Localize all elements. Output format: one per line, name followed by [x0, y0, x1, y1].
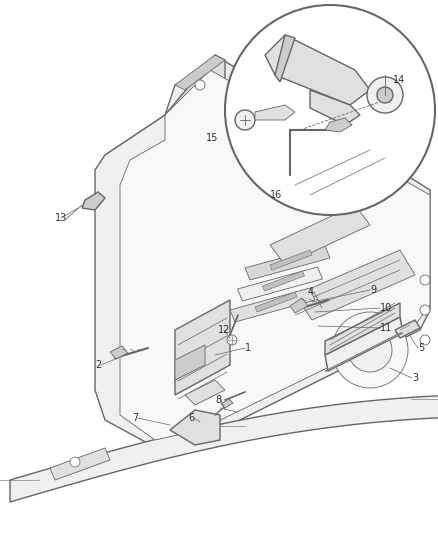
Polygon shape — [237, 267, 322, 301]
Polygon shape — [295, 250, 415, 320]
Polygon shape — [50, 448, 110, 480]
Text: 11: 11 — [380, 323, 392, 333]
Text: 15: 15 — [205, 133, 218, 143]
Circle shape — [377, 87, 393, 103]
Polygon shape — [170, 410, 220, 445]
Circle shape — [348, 328, 392, 372]
Polygon shape — [325, 303, 400, 355]
Polygon shape — [10, 395, 438, 502]
Polygon shape — [120, 70, 430, 440]
Polygon shape — [265, 35, 370, 105]
Circle shape — [70, 457, 80, 467]
Polygon shape — [262, 271, 304, 291]
Text: 13: 13 — [55, 213, 67, 223]
Text: 8: 8 — [215, 395, 221, 405]
Circle shape — [420, 335, 430, 345]
Polygon shape — [325, 317, 403, 371]
Polygon shape — [110, 346, 128, 359]
Circle shape — [420, 305, 430, 315]
Text: 12: 12 — [218, 325, 230, 335]
Polygon shape — [325, 333, 403, 371]
Text: 4: 4 — [308, 287, 314, 297]
Polygon shape — [230, 288, 315, 322]
Polygon shape — [310, 90, 360, 125]
Polygon shape — [255, 105, 295, 120]
Polygon shape — [175, 300, 230, 395]
Polygon shape — [82, 192, 105, 210]
Polygon shape — [185, 380, 225, 405]
Text: 2: 2 — [95, 360, 101, 370]
Polygon shape — [165, 55, 225, 155]
Polygon shape — [270, 205, 370, 265]
Text: 6: 6 — [188, 413, 194, 423]
Text: 14: 14 — [393, 75, 405, 85]
Polygon shape — [275, 35, 295, 82]
Polygon shape — [245, 246, 330, 280]
Polygon shape — [270, 250, 312, 270]
Circle shape — [420, 275, 430, 285]
Text: 7: 7 — [132, 413, 138, 423]
Polygon shape — [221, 399, 233, 408]
Polygon shape — [280, 145, 375, 205]
Polygon shape — [175, 55, 225, 90]
Polygon shape — [325, 118, 352, 132]
Polygon shape — [255, 292, 297, 312]
Polygon shape — [175, 345, 205, 380]
Circle shape — [227, 335, 237, 345]
Polygon shape — [290, 298, 308, 313]
Circle shape — [235, 110, 255, 130]
Circle shape — [367, 77, 403, 113]
Text: 5: 5 — [418, 343, 424, 353]
Circle shape — [225, 5, 435, 215]
Text: 3: 3 — [412, 373, 418, 383]
Text: 10: 10 — [380, 303, 392, 313]
Circle shape — [195, 80, 205, 90]
Text: 9: 9 — [370, 285, 376, 295]
Text: 16: 16 — [270, 190, 282, 200]
Circle shape — [332, 312, 408, 388]
Polygon shape — [395, 320, 420, 338]
Polygon shape — [95, 55, 430, 450]
Text: 1: 1 — [245, 343, 251, 353]
